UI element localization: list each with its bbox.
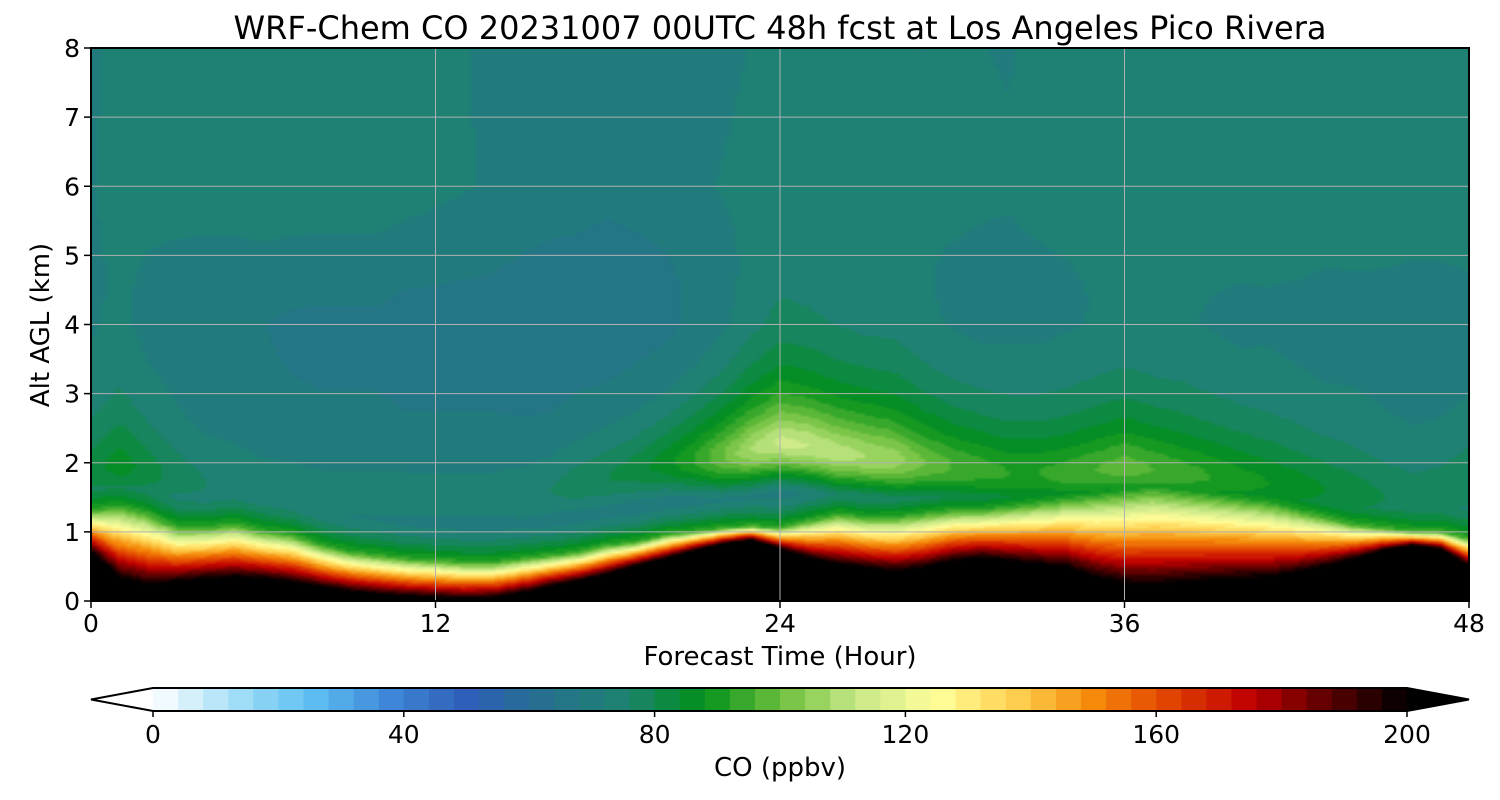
- y-tick-label: 2: [64, 449, 80, 478]
- colorbar-extend-max: [1407, 688, 1469, 711]
- grid-lines: [91, 48, 1469, 601]
- colorbar-bin: [1356, 688, 1383, 711]
- y-tick-label: 6: [64, 172, 80, 201]
- colorbar-bin: [1131, 688, 1157, 711]
- colorbar-label: CO (ppbv): [714, 753, 846, 783]
- x-tick-label: 36: [1109, 609, 1141, 638]
- colorbar-bin: [1030, 688, 1057, 711]
- colorbar-bin: [403, 688, 430, 711]
- colorbar-bin: [654, 688, 681, 711]
- y-tick-label: 3: [64, 380, 80, 409]
- y-tick-label: 0: [64, 587, 80, 616]
- colorbar-bin: [428, 688, 455, 711]
- y-tick-label: 5: [64, 241, 80, 270]
- colorbar-bin: [704, 688, 731, 711]
- colorbar-bin: [905, 688, 932, 711]
- y-tick-label: 4: [64, 311, 80, 340]
- colorbar-bin: [253, 688, 279, 711]
- colorbar-bin: [203, 688, 229, 711]
- y-tick-label: 8: [64, 34, 80, 63]
- x-tick-label: 48: [1453, 609, 1485, 638]
- colorbar-bin: [278, 688, 305, 711]
- colorbar-bin: [604, 688, 631, 711]
- colorbar-bin: [1281, 688, 1308, 711]
- colorbar-bin: [554, 688, 580, 711]
- colorbar-tick-label: 120: [882, 720, 930, 749]
- colorbar-bin: [754, 688, 781, 711]
- x-tick-label: 0: [83, 609, 99, 638]
- colorbar-extend-min: [91, 688, 153, 711]
- colorbar-bin: [980, 688, 1007, 711]
- y-tick-label: 7: [64, 103, 80, 132]
- colorbar-bin: [1156, 688, 1182, 711]
- colorbar-bin: [529, 688, 555, 711]
- colorbar-bin: [830, 688, 856, 711]
- colorbar-bin: [378, 688, 405, 711]
- colorbar-bin: [153, 688, 179, 711]
- colorbar-bin: [1080, 688, 1107, 711]
- colorbar-bin: [303, 688, 330, 711]
- colorbar-bin: [1381, 688, 1408, 711]
- colorbar-ticks: 0 40 80 120 160 200: [145, 711, 1431, 749]
- colorbar-bin: [930, 688, 957, 711]
- colorbar-bin: [579, 688, 606, 711]
- colorbar-bin: [228, 688, 254, 711]
- colorbar-tick-label: 160: [1132, 720, 1180, 749]
- colorbar-bin: [1055, 688, 1082, 711]
- colorbar-tick-label: 0: [145, 720, 161, 749]
- colorbar-bin: [453, 688, 480, 711]
- colorbar-bin: [1181, 688, 1207, 711]
- colorbar-tick-label: 40: [388, 720, 420, 749]
- colorbar-bin: [629, 688, 656, 711]
- y-tick-label: 1: [64, 518, 80, 547]
- colorbar-bin: [729, 688, 756, 711]
- colorbar-bin: [955, 688, 982, 711]
- colorbar-bin: [1331, 688, 1358, 711]
- y-axis-label: Alt AGL (km): [26, 243, 56, 407]
- plot-area: [90, 47, 1470, 602]
- colorbar-bin: [1005, 688, 1032, 711]
- y-axis: 0 1 2 3 4 5 6 7 8: [64, 34, 91, 616]
- colorbar-bin: [1106, 688, 1132, 711]
- colorbar-bin: [679, 688, 706, 711]
- colorbar-bin: [178, 688, 204, 711]
- x-axis-label: Forecast Time (Hour): [643, 642, 916, 672]
- colorbar-bin: [1206, 688, 1233, 711]
- x-axis: 0 12 24 36 48: [83, 601, 1485, 638]
- colorbar-bin: [880, 688, 906, 711]
- chart-title: WRF-Chem CO 20231007 00UTC 48h fcst at L…: [234, 9, 1327, 47]
- colorbar-tick-label: 200: [1383, 720, 1431, 749]
- colorbar: [90, 687, 1470, 712]
- colorbar-bin: [855, 688, 881, 711]
- colorbar-bin: [1231, 688, 1258, 711]
- colorbar-bin: [1306, 688, 1333, 711]
- colorbar-bin: [479, 688, 505, 711]
- colorbar-bin: [805, 688, 831, 711]
- colorbar-bin: [353, 688, 380, 711]
- colorbar-tick-label: 80: [639, 720, 671, 749]
- x-tick-label: 12: [420, 609, 452, 638]
- x-tick-label: 24: [764, 609, 796, 638]
- colorbar-bin: [1256, 688, 1283, 711]
- colorbar-bin: [504, 688, 530, 711]
- colorbar-bin: [328, 688, 355, 711]
- colorbar-bin: [780, 688, 806, 711]
